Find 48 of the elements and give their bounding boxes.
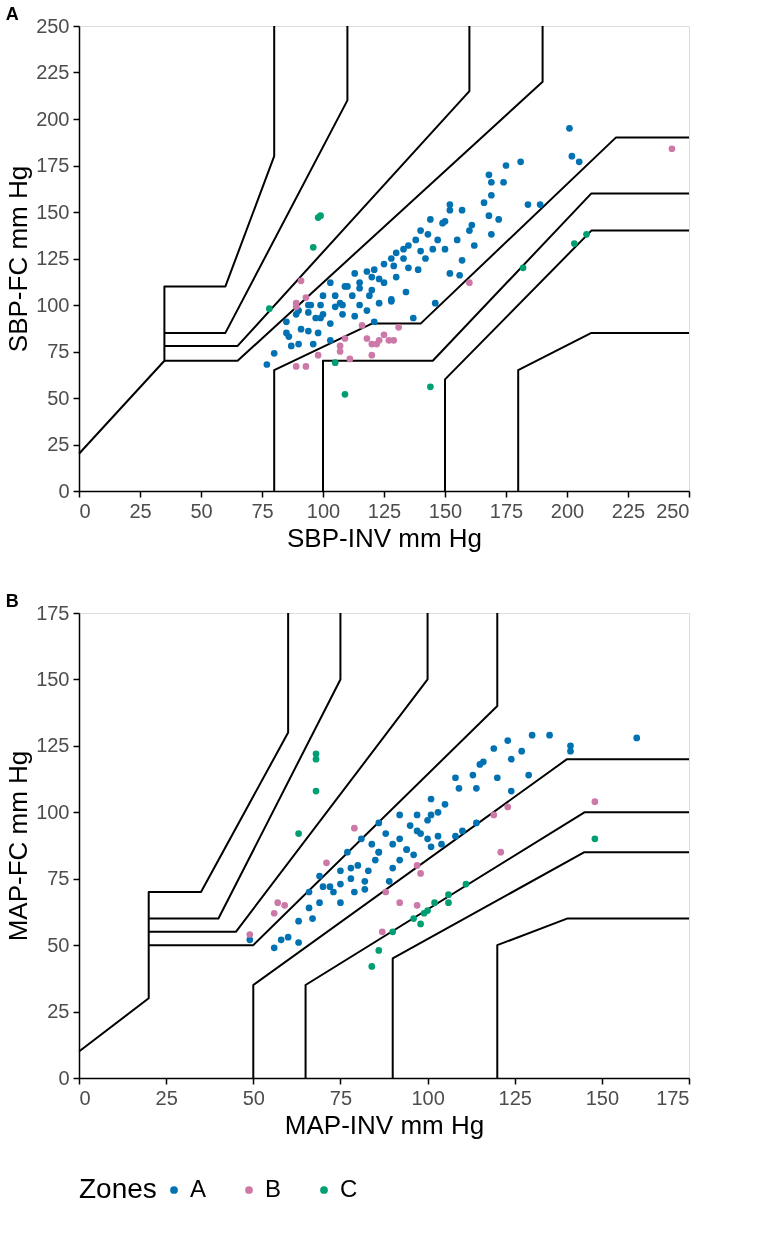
legend-label: B [265,1175,282,1202]
y-tick-label: 250 [36,14,70,37]
y-tick-label: 175 [36,154,70,176]
x-tick-label: 0 [79,1086,91,1109]
y-tick-label: 175 [36,601,70,624]
y-axis-title: MAP-FC mm Hg [3,750,34,942]
y-tick-label: 200 [36,107,70,130]
x-tick-label: 50 [242,1086,265,1109]
y-tick-label: 75 [47,867,70,890]
x-tick-label: 150 [428,499,463,522]
x-tick-label: 75 [251,499,274,522]
y-tick-label: 25 [47,433,70,455]
x-axis-title: MAP-INV mm Hg [284,1109,485,1140]
x-tick-label: 125 [367,499,402,522]
x-tick-label: 75 [329,1086,353,1109]
y-tick-label: 150 [36,667,70,690]
chart-title: B [5,591,19,611]
x-tick-label: 225 [611,499,646,522]
legend-title: Zones [79,1173,157,1204]
x-tick-label: 150 [585,1086,620,1109]
y-tick-label: 0 [58,1066,70,1089]
y-tick-label: 25 [47,1000,70,1023]
x-tick-label: 175 [489,499,524,522]
x-tick-label: 250 [656,499,690,522]
x-axis-title: SBP-INV mm Hg [286,522,483,553]
legend-label: A [190,1175,207,1202]
x-tick-label: 0 [79,499,91,522]
x-tick-label: 25 [155,1086,178,1109]
y-axis-title: SBP-FC mm Hg [3,165,34,353]
y-tick-label: 50 [47,386,70,409]
y-tick-label: 125 [36,734,70,757]
y-tick-label: 75 [47,340,70,362]
y-tick-label: 125 [36,247,70,269]
x-tick-label: 125 [498,1086,532,1109]
x-tick-label: 100 [306,499,341,522]
y-tick-label: 50 [47,933,70,956]
chart-title: A [5,4,19,24]
y-tick-label: 0 [58,479,70,502]
y-tick-label: 225 [36,61,70,83]
x-tick-label: 100 [411,1086,445,1109]
x-tick-label: 175 [656,1086,690,1109]
y-tick-label: 100 [36,800,70,823]
x-tick-label: 200 [550,499,585,522]
legend-label: C [340,1175,358,1202]
y-tick-label: 100 [36,293,70,316]
x-tick-label: 50 [190,499,213,522]
x-tick-label: 25 [129,499,152,522]
y-tick-label: 150 [36,200,70,223]
